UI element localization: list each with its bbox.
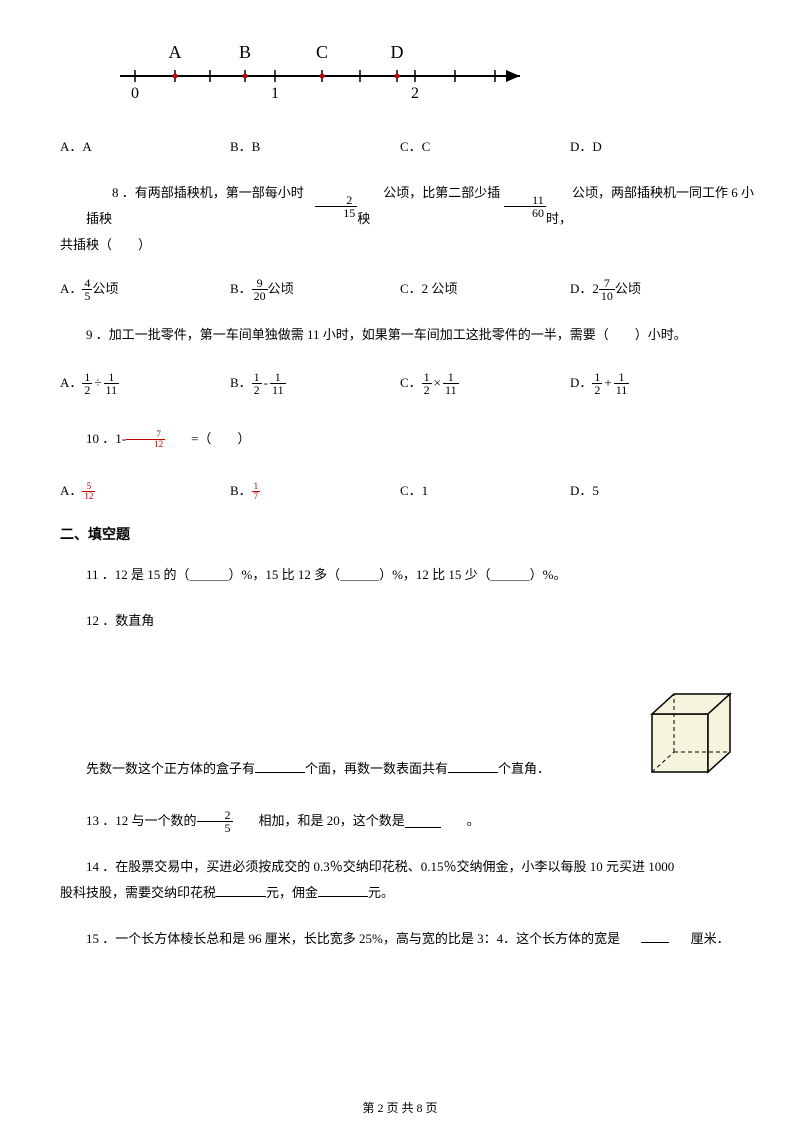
q9-opt-b: B． 12 - 111	[230, 370, 400, 396]
q7-opt-d: D．D	[570, 134, 740, 160]
q10-lead: 10 ．1-	[60, 426, 126, 452]
cube-icon	[640, 684, 740, 784]
page-footer: 第 2 页 共 8 页	[0, 1099, 800, 1116]
q10-frac: 7 12	[126, 430, 165, 449]
q7-opt-b: B．B	[230, 134, 400, 160]
q13-frac: 2 5	[197, 809, 233, 834]
arrowhead	[506, 70, 520, 82]
q7-opt-c: C．C	[400, 134, 570, 160]
q10-opt-a: A． 512	[60, 478, 230, 504]
q12: 12 ．数直角 先数一数这个正方体的盒子有个面，再数一数表面共有个直角．	[60, 608, 740, 784]
q8-opt-a: A． 45 公顷	[60, 276, 230, 302]
number-line-diagram: A B C D 0 1 2	[100, 40, 740, 114]
q8: 8 ．有两部插秧机，第一部每小时插秧 2 15 公顷，比第二部少插秧 11 60…	[60, 180, 740, 302]
number-line-svg: A B C D 0 1 2	[100, 40, 540, 110]
q8-opt-c: C．2 公顷	[400, 276, 570, 302]
q13-tail-a: 相加，和是 20，这个数是	[233, 808, 405, 834]
q13-lead: 13 ．12 与一个数的	[60, 808, 197, 834]
q8-lead2: 共插秧（ ）	[60, 232, 740, 258]
q8-mid2: 公顷，两部插秧机一同工作 6 小时，	[546, 180, 766, 232]
q7-opt-a: A．A	[60, 134, 230, 160]
blank	[255, 760, 305, 773]
q8-lead1: 8 ．有两部插秧机，第一部每小时插秧	[86, 180, 315, 232]
label-A: A	[169, 42, 182, 62]
q8-opt-d: D． 2 710 公顷	[570, 276, 740, 302]
q10-opt-c: C．1	[400, 478, 570, 504]
section-2-heading: 二、填空题	[60, 524, 740, 544]
q10-opt-b: B． 17	[230, 478, 400, 504]
label-D: D	[391, 42, 404, 62]
q12-title: 12 ．数直角	[60, 608, 740, 634]
q8-frac-2: 11 60	[504, 194, 546, 219]
q9-opt-a: A． 12 ÷ 111	[60, 370, 230, 396]
q9-text: 9 ．加工一批零件，第一车间单独做需 11 小时，如果第一车间加工这批零件的一半…	[60, 322, 740, 348]
q10-tail: =（ ）	[165, 426, 250, 452]
blank	[216, 884, 266, 897]
label-C: C	[316, 42, 328, 62]
q8-mid1: 公顷，比第二部少插秧	[357, 180, 504, 232]
blank	[641, 930, 669, 943]
q9-opt-c: C． 12 × 111	[400, 370, 570, 396]
q8-frac-1: 2 15	[315, 194, 357, 219]
blank	[448, 760, 498, 773]
q12-sentence: 先数一数这个正方体的盒子有个面，再数一数表面共有个直角．	[60, 755, 632, 784]
q9-opt-d: D． 12 + 111	[570, 370, 740, 396]
q11: 11 ．12 是 15 的（＿＿＿）%，15 比 12 多（＿＿＿）%，12 比…	[60, 562, 740, 588]
tick-0: 0	[131, 85, 139, 102]
tick-1: 1	[271, 85, 279, 102]
q10: 10 ．1- 7 12 =（ ） A． 512 B． 17 C．1 D．5	[60, 426, 740, 504]
q9: 9 ．加工一批零件，第一车间单独做需 11 小时，如果第一车间加工这批零件的一半…	[60, 322, 740, 396]
q7-options: A．A B．B C．C D．D	[60, 134, 740, 160]
blank	[318, 884, 368, 897]
q14: 14 ．在股票交易中，买进必须按成交的 0.3％交纳印花税、0.15％交纳佣金，…	[60, 854, 740, 906]
tick-2: 2	[411, 85, 419, 102]
q14-line1: 14 ．在股票交易中，买进必须按成交的 0.3％交纳印花税、0.15％交纳佣金，…	[60, 854, 740, 880]
blank	[405, 815, 441, 828]
label-B: B	[239, 42, 251, 62]
q10-opt-d: D．5	[570, 478, 740, 504]
q13: 13 ．12 与一个数的 2 5 相加，和是 20，这个数是 。	[60, 808, 740, 834]
q15: 15 ．一个长方体棱长总和是 96 厘米，长比宽多 25%，高与宽的比是 3：4…	[60, 926, 740, 952]
q13-tail-b: 。	[441, 808, 480, 834]
q8-opt-b: B． 920 公顷	[230, 276, 400, 302]
